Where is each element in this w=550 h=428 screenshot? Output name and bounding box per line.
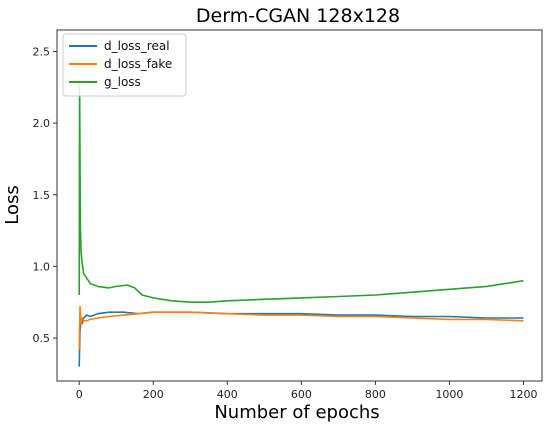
legend-label: g_loss xyxy=(104,75,141,89)
axis-ticks: 0 200 400 600 800 1000 1200 0.5 1.0 1.5 2.0 2.5 xyxy=(33,45,538,401)
legend: d_loss_real d_loss_fake g_loss xyxy=(62,33,187,97)
plot-frame xyxy=(56,29,543,382)
chart-title: Derm-CGAN 128x128 xyxy=(196,5,400,27)
series-line-d-loss-real xyxy=(78,311,524,367)
x-tick-label: 0 xyxy=(76,388,83,401)
x-tick-label: 200 xyxy=(143,388,164,401)
legend-label: d_loss_fake xyxy=(104,57,172,71)
y-tick-label: 1.5 xyxy=(33,189,51,202)
series-line-g-loss xyxy=(78,79,524,304)
y-tick-label: 0.5 xyxy=(33,332,51,345)
x-tick-label: 1000 xyxy=(435,388,463,401)
x-tick-label: 400 xyxy=(217,388,238,401)
legend-box xyxy=(62,33,187,97)
y-tick-label: 1.0 xyxy=(33,260,51,273)
y-axis-label: Loss xyxy=(2,185,23,224)
x-axis-label: Number of epochs xyxy=(214,402,379,423)
series-line-d-loss-fake xyxy=(78,305,524,350)
series-layer xyxy=(78,79,524,367)
x-tick-label: 600 xyxy=(291,388,312,401)
x-tick-label: 800 xyxy=(365,388,386,401)
legend-label: d_loss_real xyxy=(104,39,170,53)
y-tick-label: 2.5 xyxy=(33,45,51,58)
y-tick-label: 2.0 xyxy=(33,117,51,130)
x-tick-label: 1200 xyxy=(509,388,537,401)
